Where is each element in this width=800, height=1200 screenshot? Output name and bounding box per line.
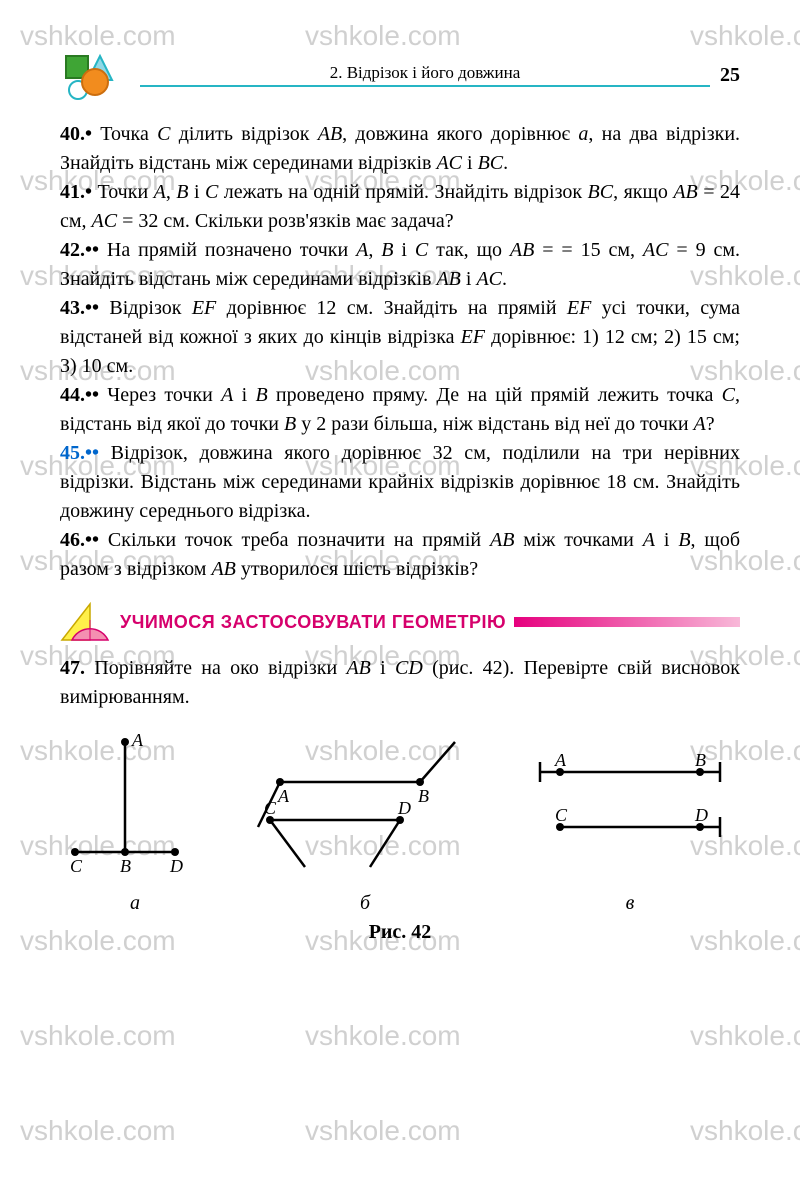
- problem: 42.•• На прямій позначено точки A, B і C…: [60, 236, 740, 294]
- problem-text: Точки A, B і C лежать на одній прямій. З…: [60, 181, 740, 232]
- problem: 45.•• Відрізок, довжина якого дорівнює 3…: [60, 439, 740, 526]
- problem-number: 42.••: [60, 239, 99, 261]
- watermark: vshkole.com: [690, 1115, 800, 1147]
- figure-label-b: б: [250, 892, 480, 915]
- problem-text: Відрізок, довжина якого дорівнює 32 см, …: [60, 442, 740, 522]
- problem-number: 46.••: [60, 529, 99, 551]
- section-number: 2.: [330, 63, 343, 82]
- svg-text:A: A: [131, 732, 144, 750]
- problem-text: Відрізок EF дорівнює 12 см. Знайдіть на …: [60, 297, 740, 377]
- watermark: vshkole.com: [305, 1020, 461, 1052]
- problem-number: 40.•: [60, 123, 92, 145]
- problem-text: Скільки точок треба позначити на прямій …: [60, 529, 740, 580]
- problem-number: 43.••: [60, 297, 99, 319]
- watermark: vshkole.com: [305, 1115, 461, 1147]
- problem-text: Точка C ділить відрізок AB, довжина яког…: [60, 123, 740, 174]
- problem: 44.•• Через точки A і B проведено пряму.…: [60, 381, 740, 439]
- problem: 43.•• Відрізок EF дорівнює 12 см. Знайді…: [60, 294, 740, 381]
- svg-text:A: A: [554, 750, 567, 770]
- svg-text:B: B: [418, 786, 429, 806]
- figure-label-c: в: [520, 892, 740, 915]
- section-header: УЧИМОСЯ ЗАСТОСОВУВАТИ ГЕОМЕТРІЮ: [60, 602, 740, 642]
- page: 2. Відрізок і його довжина 25 40.• Точка…: [0, 0, 800, 984]
- problems-list: 40.• Точка C ділить відрізок AB, довжина…: [60, 120, 740, 584]
- svg-text:C: C: [70, 856, 83, 876]
- page-number: 25: [720, 64, 740, 87]
- problem: 41.• Точки A, B і C лежать на одній прям…: [60, 178, 740, 236]
- svg-text:C: C: [264, 798, 277, 818]
- problem-47: 47. Порівняйте на око відрізки AB і CD (…: [60, 654, 740, 712]
- figure-c: A B C D в: [520, 732, 740, 915]
- section-title: Відрізок і його довжина: [347, 63, 521, 82]
- svg-text:D: D: [694, 805, 708, 825]
- svg-text:A: A: [277, 786, 290, 806]
- problem-text: На прямій позначено точки A, B і C так, …: [60, 239, 740, 290]
- section-title-text: УЧИМОСЯ ЗАСТОСОВУВАТИ ГЕОМЕТРІЮ: [120, 612, 506, 633]
- figure-label-a: а: [60, 892, 210, 915]
- svg-text:D: D: [397, 798, 411, 818]
- figure-a: A C B D а: [60, 732, 210, 915]
- figure-b: A B C D б: [250, 732, 480, 915]
- header-title: 2. Відрізок і його довжина: [140, 63, 710, 87]
- problem-text: Порівняйте на око відрізки AB і CD (рис.…: [60, 657, 740, 708]
- problem-text: Через точки A і B проведено пряму. Де на…: [60, 384, 740, 435]
- svg-text:D: D: [169, 856, 183, 876]
- problem: 46.•• Скільки точок треба позначити на п…: [60, 526, 740, 584]
- svg-text:C: C: [555, 805, 568, 825]
- protractor-icon: [60, 602, 110, 642]
- problem-number: 44.••: [60, 384, 99, 406]
- svg-text:B: B: [695, 750, 706, 770]
- figure-42: A C B D а A B C D: [60, 732, 740, 915]
- section-bar: [514, 617, 740, 627]
- watermark: vshkole.com: [20, 1020, 176, 1052]
- problem-number: 47.: [60, 657, 85, 679]
- problem-number: 45.••: [60, 442, 99, 464]
- watermark: vshkole.com: [690, 1020, 800, 1052]
- figure-caption: Рис. 42: [60, 921, 740, 944]
- page-header: 2. Відрізок і його довжина 25: [60, 50, 740, 100]
- svg-text:B: B: [120, 856, 131, 876]
- problem: 40.• Точка C ділить відрізок AB, довжина…: [60, 120, 740, 178]
- problem-number: 41.•: [60, 181, 92, 203]
- shapes-icon: [60, 50, 120, 100]
- watermark: vshkole.com: [20, 1115, 176, 1147]
